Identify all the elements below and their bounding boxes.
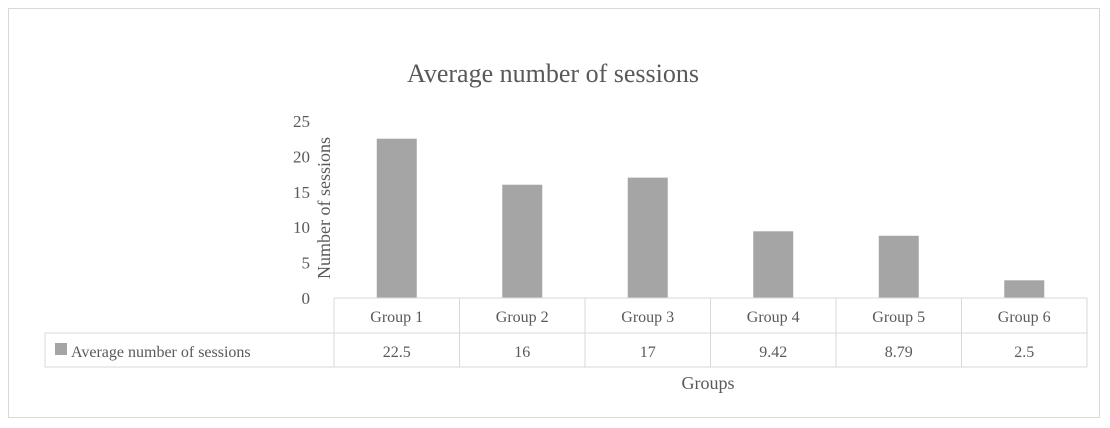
bar [1004, 280, 1045, 298]
bar [878, 235, 919, 298]
data-value-label: 17 [640, 344, 656, 361]
category-label: Group 2 [496, 309, 549, 326]
category-label: Group 5 [872, 309, 925, 326]
x-axis-title: Groups [682, 373, 735, 393]
y-tick-label: 10 [293, 218, 310, 237]
bar [753, 231, 794, 298]
y-axis-ticks: 0 5 10 15 20 25 [293, 112, 310, 308]
bar [502, 184, 543, 298]
data-value-label: 16 [514, 344, 530, 361]
category-label: Group 1 [370, 309, 423, 326]
series-name-label: Average number of sessions [71, 344, 251, 361]
y-tick-label: 15 [293, 183, 310, 202]
data-value-label: 9.42 [759, 344, 787, 361]
category-label: Group 3 [621, 309, 674, 326]
bars [376, 138, 1045, 298]
y-tick-label: 0 [302, 289, 311, 308]
chart-frame [8, 8, 1100, 418]
data-value-label: 22.5 [383, 344, 411, 361]
data-table: Group 1 22.5 Group 2 16 Group 3 17 Group 4 9.42… [44, 297, 1088, 368]
category-label: Group 6 [998, 309, 1051, 326]
y-axis-title: Number of sessions [314, 137, 334, 279]
category-label: Group 4 [747, 309, 800, 326]
legend-key [55, 343, 67, 355]
chart-title: Average number of sessions [407, 59, 699, 88]
bar [627, 177, 668, 298]
data-value-label: 8.79 [885, 344, 913, 361]
y-tick-label: 5 [302, 254, 311, 273]
bar [376, 138, 417, 298]
data-value-label: 2.5 [1014, 344, 1034, 361]
y-tick-label: 20 [293, 147, 310, 166]
y-tick-label: 25 [293, 112, 310, 131]
